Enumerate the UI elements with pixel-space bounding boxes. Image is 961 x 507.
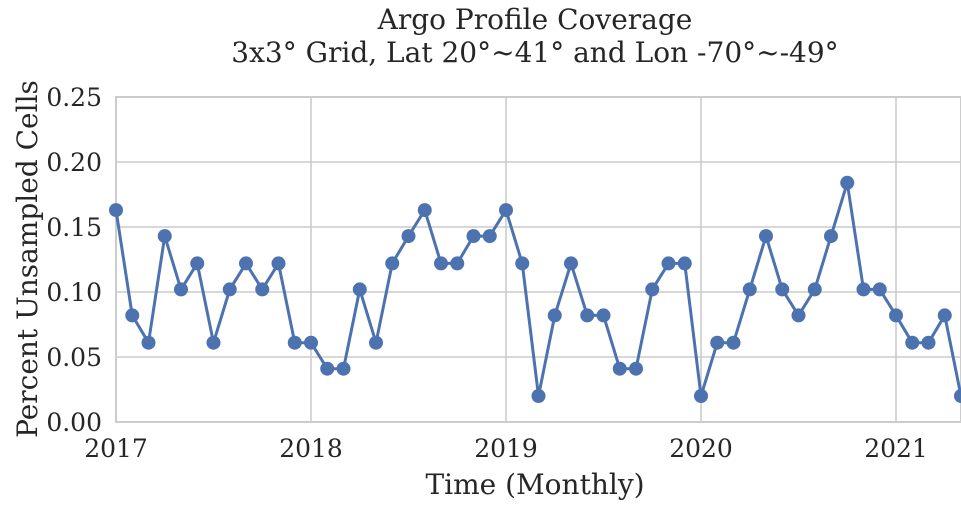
y-tick-label: 0.10 [46,278,102,307]
y-tick-label: 0.05 [46,343,102,372]
data-point [239,256,253,271]
data-point [369,335,383,350]
data-point [304,335,318,350]
y-tick-labels: 0.00 0.05 0.10 0.15 0.20 0.25 [46,83,102,437]
data-point [612,361,627,376]
data-point [840,175,855,190]
data-point [856,282,871,297]
data-point [385,256,400,271]
x-tick-label: 2020 [669,434,733,463]
data-point [937,308,952,323]
data-point [775,282,790,297]
data-point [694,389,708,403]
data-point [466,229,481,244]
data-point [905,335,920,350]
data-point [596,308,611,323]
series-group [109,175,961,403]
data-point [921,335,936,350]
chart-title: Argo Profile Coverage [377,3,693,36]
data-point [206,335,221,350]
data-point [889,308,903,323]
data-point [677,256,692,271]
series-line [114,181,961,398]
data-point [872,282,887,297]
x-tick-label: 2018 [279,434,343,463]
data-point [499,203,513,218]
data-point [125,308,140,323]
data-point [482,229,497,244]
data-point [759,229,773,244]
y-axis-label: Percent Unsampled Cells [11,80,44,438]
data-point [580,308,595,323]
data-point [255,282,270,297]
data-point [352,282,367,297]
data-point [401,229,416,244]
y-tick-label: 0.15 [46,213,102,242]
data-point [547,308,562,323]
data-point [417,203,432,218]
chart-subtitle: 3x3° Grid, Lat 20°~41° and Lon -70°~-49° [231,36,838,69]
x-tick-label: 2017 [84,434,148,463]
x-tick-labels: 2017 2018 2019 2020 2021 [84,434,928,463]
y-tick-label: 0.25 [46,83,102,112]
data-point [190,256,205,271]
plot-frame [115,96,961,423]
data-point [271,256,286,271]
data-point [807,282,822,297]
data-point [157,229,172,244]
data-point [661,256,676,271]
data-point [109,203,123,218]
data-point [742,282,757,297]
data-point [287,335,302,350]
data-point [336,361,351,376]
data-point [222,282,237,297]
data-point [824,229,838,244]
y-tick-label: 0.00 [46,408,102,437]
data-point [791,308,806,323]
data-point [531,389,546,403]
y-tick-label: 0.20 [46,148,102,177]
data-point [645,282,660,297]
data-point [450,256,465,271]
data-point [434,256,448,271]
x-tick-label: 2021 [864,434,928,463]
x-axis-label: Time (Monthly) [425,468,644,501]
data-point [174,282,188,297]
x-tick-label: 2019 [474,434,538,463]
data-point [726,335,741,350]
data-point [954,389,961,403]
data-point [710,335,725,350]
data-point [515,256,530,271]
data-point [320,361,335,376]
data-point [141,335,156,350]
data-point [564,256,578,271]
data-point [629,361,643,376]
